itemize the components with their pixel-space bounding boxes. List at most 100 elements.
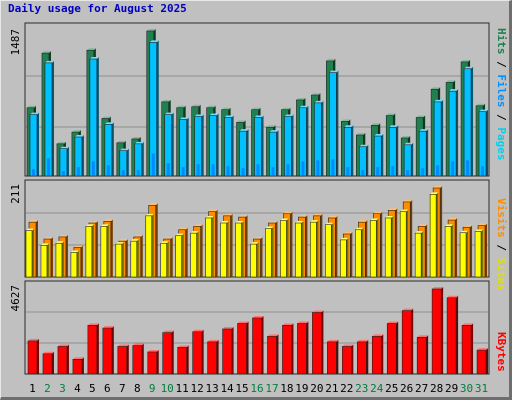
files-bar-top	[59, 146, 69, 149]
files-bar-top	[464, 66, 474, 69]
kbytes-bar-outline	[147, 351, 158, 375]
kbytes-bar-side	[381, 334, 384, 374]
sites-bar-top	[115, 242, 124, 245]
sites-bar-top	[40, 243, 49, 246]
files-bar-face	[314, 102, 322, 176]
visits-bar-side	[275, 221, 278, 277]
files-bar-side	[156, 40, 159, 177]
sites-bar-face	[250, 244, 257, 277]
x-tick-label: 14	[220, 382, 234, 395]
pages-bar	[196, 164, 200, 176]
visits-bar-top	[448, 218, 458, 221]
visits-bar-top	[343, 231, 353, 234]
kbytes-bar-top	[207, 339, 219, 342]
kbytes-bar-outline	[207, 341, 217, 375]
visits-bar-top	[163, 237, 173, 240]
files-bar-side	[426, 129, 429, 176]
files-bar-top	[419, 129, 429, 132]
visits-bar-side	[365, 220, 368, 277]
x-tick-label: 31	[475, 382, 488, 395]
files-bar-face	[359, 146, 367, 176]
x-tick-label: 18	[280, 382, 293, 395]
visits-bar-side	[485, 223, 488, 277]
kbytes-bar-top	[162, 330, 174, 333]
x-tick-label: 24	[370, 382, 384, 395]
files-bar-side	[111, 122, 114, 176]
files-bar-side	[276, 130, 279, 176]
sites-bar-top	[145, 213, 154, 216]
sites-bar-top	[445, 224, 454, 227]
files-bar-side	[441, 99, 444, 176]
files-bar-face	[389, 127, 397, 176]
pages-bar	[391, 166, 395, 176]
files-bar-side	[411, 142, 414, 176]
sites-bar-top	[55, 241, 64, 244]
kbytes-bar-side	[336, 339, 339, 374]
sites-bar-side	[331, 222, 334, 277]
x-tick-label: 22	[340, 382, 353, 395]
sites-bar	[220, 221, 229, 278]
sites-bar	[235, 221, 244, 278]
sites-bar-outline	[369, 220, 377, 278]
sites-bar-top	[265, 226, 274, 229]
hits-bar-top	[191, 104, 201, 107]
sites-bar	[190, 231, 199, 278]
kbytes-bar-top	[177, 345, 189, 348]
sites-bar-top	[340, 237, 349, 240]
hits-bar-top	[116, 140, 126, 143]
visits-bar-top	[313, 213, 323, 216]
files-bar-top	[374, 134, 384, 137]
x-tick-label: 11	[176, 382, 189, 395]
sites-bar-outline	[444, 226, 452, 278]
files-bar-face	[239, 131, 247, 176]
sites-bar	[115, 242, 124, 278]
kbytes-bar-side	[216, 339, 219, 374]
files-bar-face	[344, 127, 352, 176]
kbytes-bar-outline	[386, 323, 397, 375]
files-bar-top	[149, 40, 159, 43]
visits-bar-side	[215, 209, 218, 277]
files-bar-top	[209, 113, 219, 116]
kbytes-bar-outline	[27, 340, 38, 375]
files-bar-side	[396, 125, 399, 176]
visits-bar-side	[170, 237, 173, 277]
sites-bar-face	[85, 226, 92, 277]
kbytes-bar-side	[141, 343, 144, 374]
sites-bar-face	[205, 217, 212, 277]
files-bar-face	[30, 114, 37, 176]
kbytes-bar-top	[117, 344, 129, 347]
kbytes-bar	[27, 338, 39, 375]
kbytes-bar	[297, 321, 309, 375]
sites-bar-outline	[25, 230, 33, 278]
kbytes-bar-top	[477, 348, 489, 351]
x-tick-label: 28	[430, 382, 443, 395]
sites-bar	[459, 230, 469, 278]
kbytes-bar-top	[87, 323, 99, 326]
kbytes-bar-face	[132, 345, 142, 374]
kbytes-bar-top	[387, 321, 399, 324]
x-tick-label: 20	[310, 382, 323, 395]
kbytes-bar	[416, 335, 429, 375]
kbytes-bar-side	[231, 326, 234, 374]
kbytes-bar-top	[372, 334, 384, 337]
x-tick-label: 23	[355, 382, 368, 395]
pages-bar	[436, 165, 440, 176]
kbytes-bar-face	[162, 332, 172, 374]
kbytes-bar-face	[207, 341, 217, 374]
sites-bar-top	[295, 221, 304, 224]
kbytes-bar-side	[171, 330, 174, 374]
files-bar-face	[134, 143, 142, 176]
kbytes-bar	[237, 321, 249, 375]
sites-bar-face	[340, 239, 347, 277]
kbytes-bar-side	[81, 357, 84, 374]
legend-files: Files	[495, 74, 508, 107]
files-bar-face	[419, 131, 427, 176]
hits-bar-top	[311, 93, 321, 96]
pages-bar	[166, 163, 170, 176]
kbytes-bar-outline	[42, 353, 53, 375]
hits-bar-top	[131, 136, 141, 139]
sites-bar-side	[301, 221, 304, 277]
kbytes-bar-top	[447, 295, 459, 298]
legend-hits: Hits	[495, 28, 508, 55]
sites-bar-outline	[399, 211, 407, 278]
